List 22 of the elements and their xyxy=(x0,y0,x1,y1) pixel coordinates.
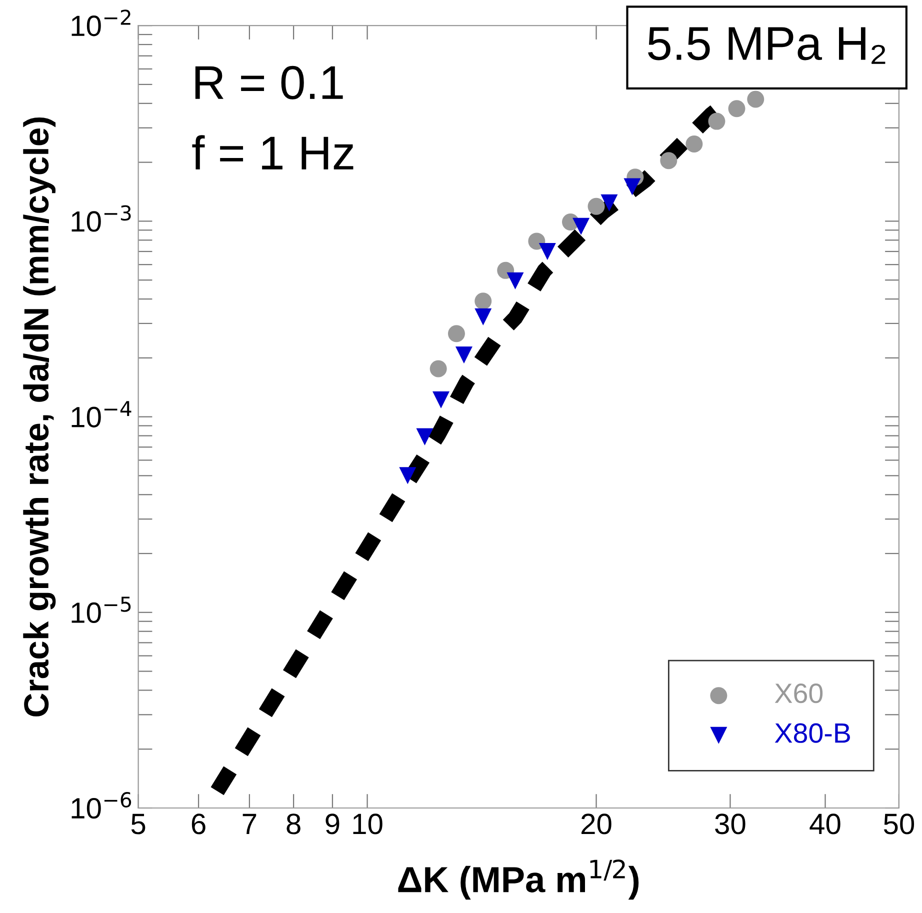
y-tick-label: 10$^{−6}$ xyxy=(72,792,132,819)
x-tick-label: 10 xyxy=(353,814,382,834)
x-tick-label: 5 xyxy=(131,814,146,834)
annotation: 5.5 MPa H₂ xyxy=(648,27,886,64)
y-axis-title: Crack growth rate, da/dN (mm/cycle) xyxy=(23,117,56,716)
x-tick-label: 6 xyxy=(192,814,206,834)
y-tick-label: 10$^{−2}$ xyxy=(72,10,130,36)
x-tick-label: 8 xyxy=(286,814,300,834)
x-tick-label: 30 xyxy=(715,814,746,834)
x-tick-label: 20 xyxy=(582,814,612,834)
legend-label: X60 xyxy=(774,683,823,704)
y-tick-label: 10$^{−5}$ xyxy=(72,596,131,624)
y-tick-label: 10$^{−3}$ xyxy=(72,205,131,232)
annotation: R = 0.1 xyxy=(195,66,343,100)
x-tick-label: 50 xyxy=(884,814,914,834)
legend-label: X80-B xyxy=(774,723,850,743)
x-axis-title: ΔK (MPa m$^{1/2}$) xyxy=(398,860,639,900)
x-tick-label: 9 xyxy=(326,814,340,834)
x-tick-label: 40 xyxy=(810,814,840,834)
annotation: f = 1 Hz xyxy=(192,135,354,170)
y-tick-label: 10$^{−4}$ xyxy=(72,401,132,428)
x-tick-label: 7 xyxy=(242,814,256,834)
